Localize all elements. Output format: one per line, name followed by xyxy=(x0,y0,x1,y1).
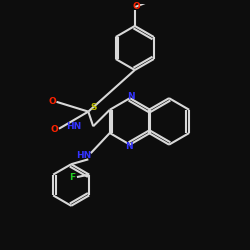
Text: HN: HN xyxy=(76,151,91,160)
Text: O: O xyxy=(132,2,140,11)
Text: O: O xyxy=(48,96,56,106)
Text: O: O xyxy=(51,126,58,134)
Text: N: N xyxy=(127,92,135,101)
Text: HN: HN xyxy=(66,122,81,131)
Text: S: S xyxy=(90,104,96,112)
Text: F: F xyxy=(69,172,75,182)
Text: N: N xyxy=(125,142,133,151)
